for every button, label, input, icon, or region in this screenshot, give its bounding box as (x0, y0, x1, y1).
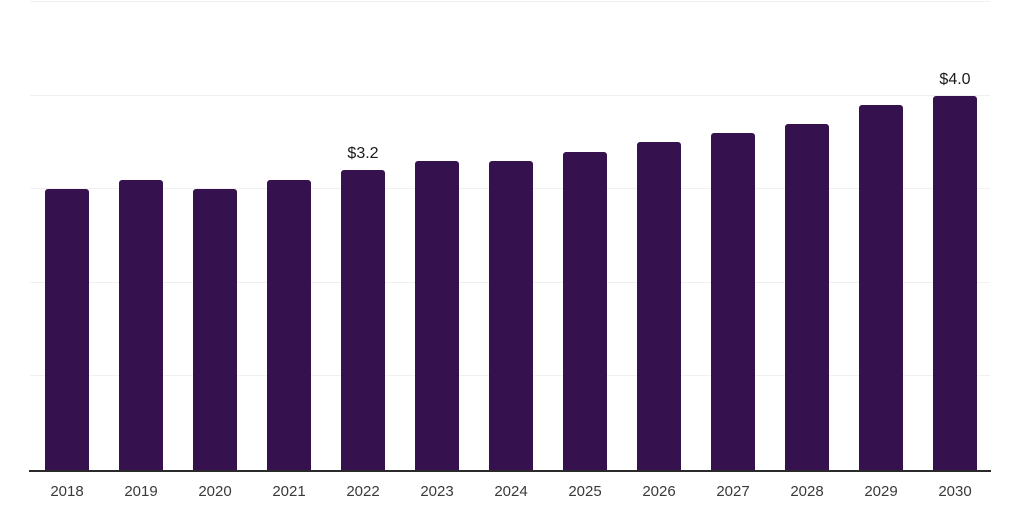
bar-2025 (563, 151, 607, 470)
bar-2023 (415, 161, 459, 470)
x-tick-label-2020: 2020 (198, 483, 232, 500)
value-label-2030: $4.0 (939, 70, 971, 88)
x-tick-label-2026: 2026 (642, 483, 676, 500)
x-tick-label-2030: 2030 (938, 483, 972, 500)
bar-2024 (489, 161, 533, 470)
bar-2020 (193, 189, 237, 470)
bar-2030 (933, 95, 977, 470)
x-tick-label-2023: 2023 (420, 483, 454, 500)
bar-2027 (711, 133, 755, 470)
x-tick-label-2022: 2022 (346, 483, 380, 500)
x-tick-label-2028: 2028 (790, 483, 824, 500)
bar-2029 (859, 104, 903, 470)
x-tick-label-2021: 2021 (272, 483, 306, 500)
x-axis-line (29, 470, 991, 472)
bar-2018 (45, 189, 89, 470)
bar-2026 (637, 142, 681, 470)
plot-area: 2018 2019 2020 2021 $3.2 2022 2023 2024 2025 2026… (29, 1, 991, 500)
x-tick-label-2024: 2024 (494, 483, 528, 500)
gridline-5 (30, 1, 990, 2)
bar-2021 (267, 179, 311, 470)
bar-2022 (341, 170, 385, 470)
value-label-2022: $3.2 (347, 145, 379, 163)
bar-2019 (119, 179, 163, 470)
x-tick-label-2019: 2019 (124, 483, 158, 500)
gridline-4 (30, 94, 990, 96)
bar-2028 (785, 123, 829, 470)
x-tick-label-2025: 2025 (568, 483, 602, 500)
x-tick-label-2027: 2027 (716, 483, 750, 500)
x-tick-label-2018: 2018 (50, 483, 84, 500)
x-tick-label-2029: 2029 (864, 483, 898, 500)
